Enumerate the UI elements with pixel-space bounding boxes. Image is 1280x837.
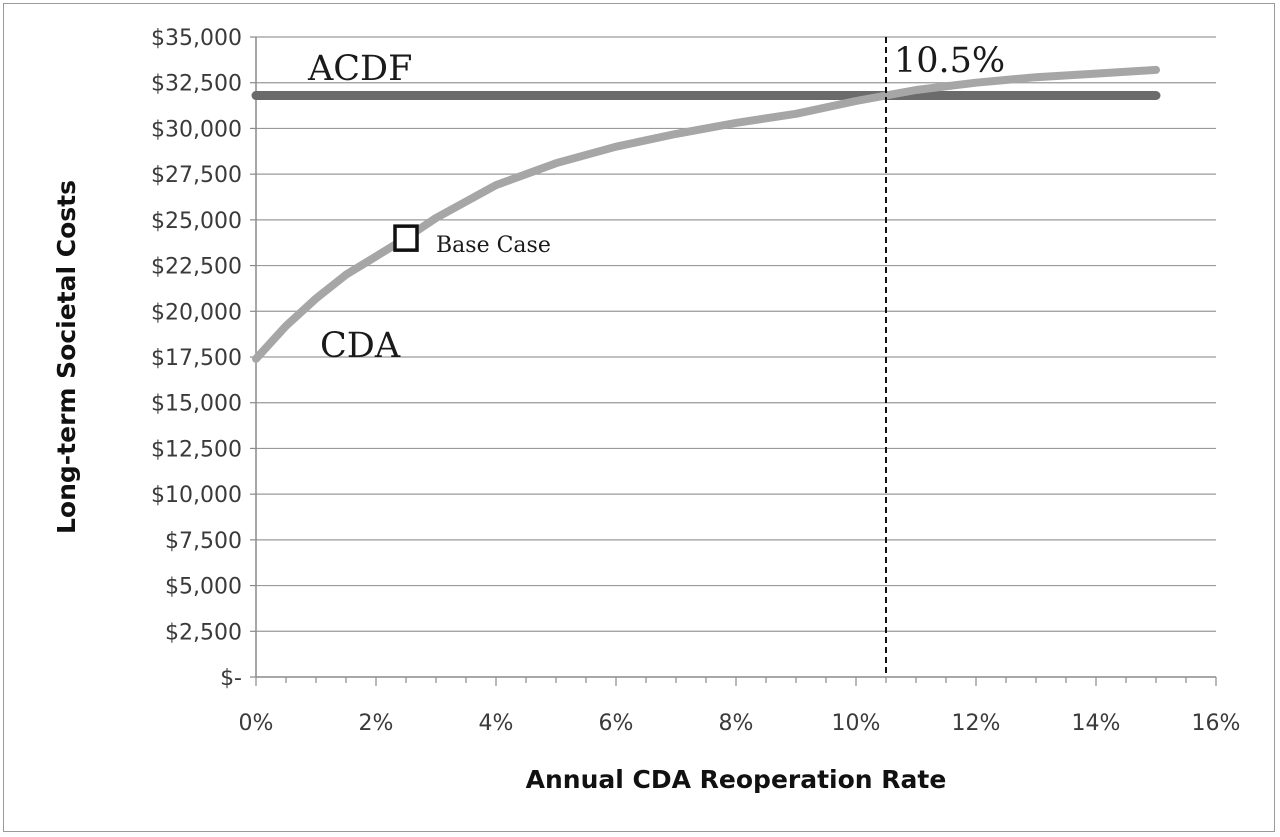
x-tick-label: 4%	[479, 711, 514, 736]
x-tick-label: 2%	[359, 711, 394, 736]
threshold-label: 10.5%	[894, 41, 1005, 81]
y-tick-label: $22,500	[151, 255, 242, 280]
y-tick-label: $15,000	[151, 392, 242, 417]
y-ticks: $- $2,500 $5,000 $7,500 $10,000 $12,500 $15,00…	[151, 26, 256, 691]
y-tick-label: $2,500	[165, 620, 242, 645]
y-tick-label: $10,000	[151, 483, 242, 508]
y-tick-label: $17,500	[151, 346, 242, 371]
y-tick-label: $27,500	[151, 163, 242, 188]
y-tick-label: $32,500	[151, 72, 242, 97]
series-label-cda: CDA	[320, 326, 401, 366]
y-tick-label: $12,500	[151, 437, 242, 462]
x-tick-label: 6%	[599, 711, 634, 736]
base-case-label: Base Case	[436, 233, 551, 258]
y-axis-title: Long-term Societal Costs	[52, 180, 81, 534]
y-tick-label: $7,500	[165, 529, 242, 554]
x-ticks: 0% 2% 4% 6% 8% 10% 12% 14% 16%	[239, 677, 1241, 736]
series-line-cda	[252, 65, 1160, 363]
series-label-acdf: ACDF	[307, 49, 412, 89]
y-tick-label: $5,000	[165, 575, 242, 600]
x-tick-label: 14%	[1072, 711, 1121, 736]
x-tick-label: 16%	[1192, 711, 1241, 736]
y-tick-label: $-	[220, 666, 242, 691]
y-tick-label: $30,000	[151, 117, 242, 142]
series-group	[251, 65, 1161, 363]
base-case-marker	[393, 224, 419, 252]
x-tick-label: 12%	[952, 711, 1001, 736]
annotations: ACDF CDA 10.5% Base Case	[307, 37, 1005, 677]
x-tick-label: 8%	[719, 711, 754, 736]
x-tick-label: 0%	[239, 711, 274, 736]
x-tick-label: 10%	[832, 711, 881, 736]
y-tick-label: $35,000	[151, 26, 242, 51]
x-axis-title: Annual CDA Reoperation Rate	[526, 765, 947, 794]
y-tick-label: $20,000	[151, 300, 242, 325]
gridlines	[256, 36, 1216, 632]
y-tick-label: $25,000	[151, 209, 242, 234]
